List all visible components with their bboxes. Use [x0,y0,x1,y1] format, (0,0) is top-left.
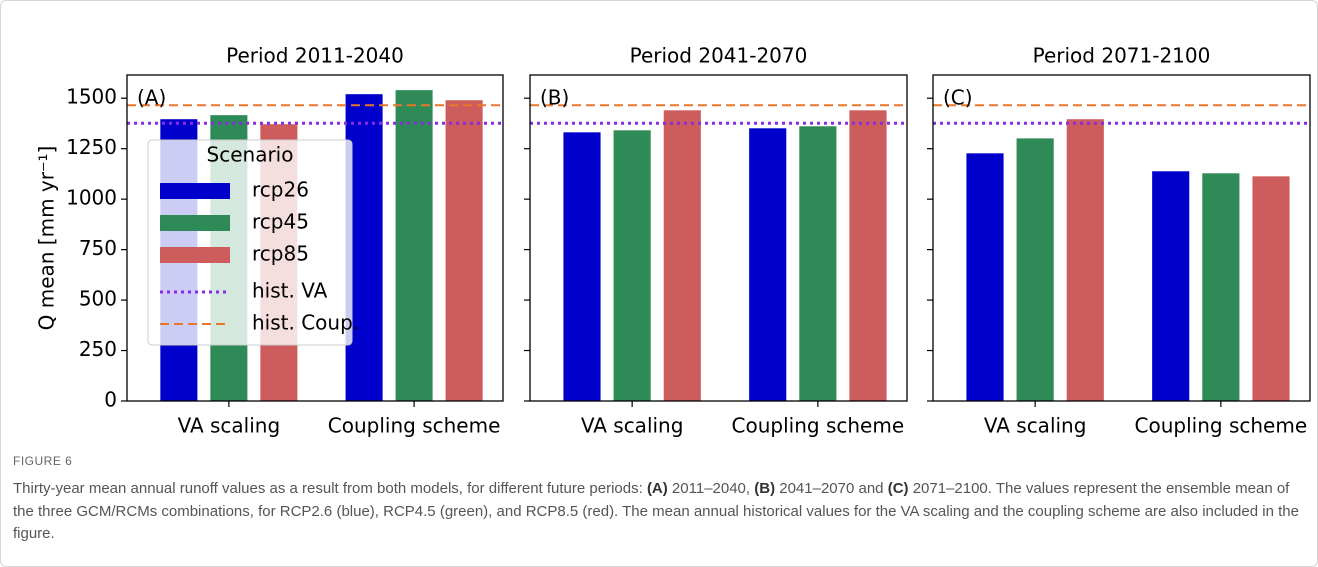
bar [395,90,433,402]
x-tick-label: Coupling scheme [1135,414,1308,438]
panel-title: Period 2011-2040 [226,44,404,68]
bar [445,100,483,401]
y-axis-label: Q mean [mm yr⁻¹] [35,146,59,331]
caption-segment: (B) [754,480,776,497]
bar [1202,173,1240,401]
x-tick-label: VA scaling [581,414,684,438]
bar [1252,176,1290,401]
bar [1016,138,1054,401]
y-tick-label: 1000 [66,186,117,210]
caption-segment: Thirty-year mean annual runoff values as… [13,480,647,497]
bar [1152,171,1190,401]
x-tick-label: Coupling scheme [328,414,501,438]
bar [1066,119,1104,401]
x-tick-label: Coupling scheme [732,414,905,438]
y-tick-label: 750 [79,236,117,260]
axes-frame [529,74,908,402]
bar [966,153,1004,401]
legend-swatch [160,247,230,263]
bar [563,132,601,401]
bar [663,110,701,402]
panel-title: Period 2041-2070 [630,44,808,68]
bar [799,126,837,402]
figure-label: FIGURE 6 [13,454,73,468]
legend-label: rcp26 [252,178,309,202]
y-tick-label: 0 [104,388,117,412]
legend-label: hist. Coup. [252,311,359,335]
caption-segment: (A) [646,480,668,497]
legend-title: Scenario [207,143,294,167]
legend-label: rcp45 [252,210,309,234]
caption-segment: 2011–2040, [667,480,755,497]
legend-label: rcp85 [252,242,309,266]
bar [613,130,651,402]
panel-label: (A) [137,86,166,110]
caption: Thirty-year mean annual runoff values as… [13,478,1303,546]
x-tick-label: VA scaling [984,414,1087,438]
y-tick-label: 1250 [66,135,117,159]
panel-label: (C) [943,86,973,110]
y-tick-label: 250 [79,337,117,361]
y-tick-label: 500 [79,287,117,311]
legend-swatch [160,183,230,199]
legend-label: hist. VA [252,279,328,303]
caption-segment: 2041–2070 and [775,480,888,497]
chart: Period 2011-2040 0 250 500 750 1000 1250 1500 Q … [35,44,1311,438]
x-tick-label: VA scaling [178,414,281,438]
caption-segment: 2071–2100. The values represent the ense… [13,480,1299,542]
axes-frame [126,74,504,402]
bar [749,128,787,401]
y-tick-label: 1500 [66,85,117,109]
caption-segment: (C) [887,480,909,497]
panel-title: Period 2071-2100 [1033,44,1211,68]
axes-frame [932,74,1311,402]
bar [849,110,887,402]
legend-swatch [160,215,230,231]
panel-label: (B) [540,86,569,110]
